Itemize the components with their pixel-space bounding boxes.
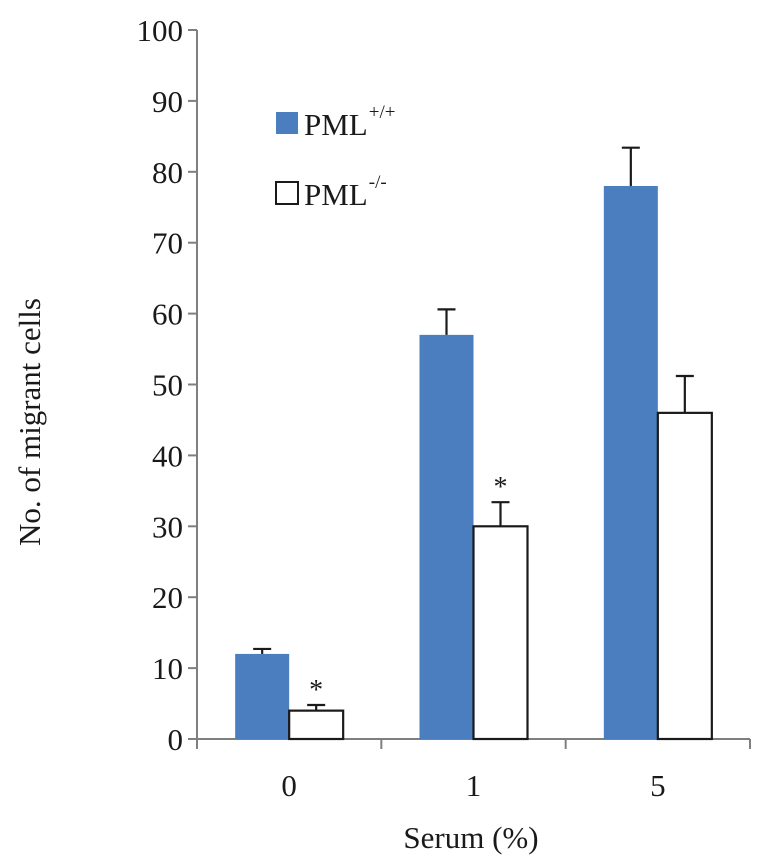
error-bar xyxy=(621,146,640,186)
y-tick-label: 40 xyxy=(152,438,183,473)
x-tick-label: 5 xyxy=(650,768,666,803)
significance-asterisk: * xyxy=(309,675,323,706)
legend-entry-0: PML +/+ xyxy=(276,102,395,142)
y-axis: 0 10 20 30 40 50 60 70 80 90 100 xyxy=(137,13,198,757)
error-bar xyxy=(307,703,326,711)
legend-superscript: -/- xyxy=(369,172,387,193)
significance-asterisk: * xyxy=(494,472,508,503)
error-bars xyxy=(253,146,694,711)
y-tick-label: 30 xyxy=(152,509,183,544)
y-tick-label: 60 xyxy=(152,297,183,332)
legend-label: PML xyxy=(304,177,368,212)
y-tick-label: 0 xyxy=(168,722,184,757)
y-tick-label: 10 xyxy=(152,651,183,686)
bar-series-0-cat-2 xyxy=(603,185,658,740)
bars xyxy=(235,185,713,741)
y-axis-title: No. of migrant cells xyxy=(12,298,47,546)
bar-series-1-cat-0 xyxy=(288,709,345,741)
x-tick-label: 0 xyxy=(281,768,297,803)
annotations: ** xyxy=(309,472,507,706)
legend-swatch xyxy=(275,181,299,205)
y-tick-label: 50 xyxy=(152,368,183,403)
bar-series-1-cat-2 xyxy=(656,411,713,741)
legend: PML +/+PML -/- xyxy=(275,102,395,212)
y-tick-label: 80 xyxy=(152,155,183,190)
y-tick-label: 70 xyxy=(152,226,183,261)
bar-series-0-cat-1 xyxy=(419,334,474,739)
x-axis: 0 1 5 xyxy=(196,738,751,803)
bar-series-1-cat-1 xyxy=(472,525,529,741)
legend-label: PML xyxy=(304,107,368,142)
error-bar xyxy=(437,308,456,335)
y-tick-label: 100 xyxy=(137,13,184,48)
error-bar xyxy=(253,647,272,654)
error-bar xyxy=(491,501,510,527)
error-bar xyxy=(675,374,694,413)
bar-series-0-cat-0 xyxy=(235,653,290,739)
legend-entry-1: PML -/- xyxy=(275,172,387,212)
y-tick-label: 20 xyxy=(152,580,183,615)
legend-swatch xyxy=(276,112,298,134)
x-tick-label: 1 xyxy=(466,768,482,803)
x-axis-title: Serum (%) xyxy=(403,820,538,855)
y-tick-label: 90 xyxy=(152,84,183,119)
legend-superscript: +/+ xyxy=(369,102,396,123)
